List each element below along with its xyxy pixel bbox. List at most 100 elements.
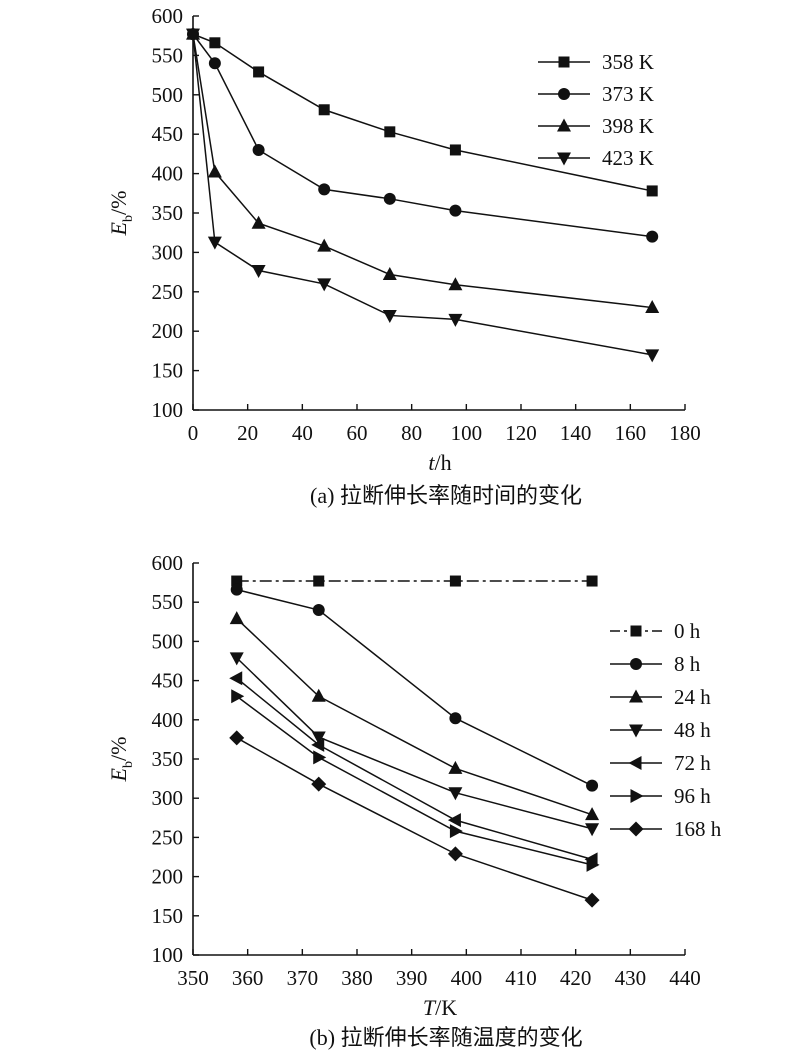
legend-marker — [630, 625, 642, 637]
data-point — [251, 215, 266, 229]
data-point — [645, 349, 660, 363]
legend-marker — [630, 789, 644, 803]
legend-label: 0 h — [674, 619, 701, 643]
x-axis-title: t/h — [428, 450, 451, 475]
series-398-k — [186, 26, 660, 314]
data-point — [586, 779, 599, 792]
legend-label: 373 K — [602, 82, 654, 106]
data-point — [586, 857, 600, 872]
data-point — [448, 313, 463, 327]
y-tick-label: 450 — [152, 122, 184, 146]
x-tick-label: 420 — [560, 966, 592, 990]
series-24-h — [229, 611, 600, 821]
legend-marker — [558, 88, 570, 100]
legend-marker — [630, 658, 642, 670]
data-point — [585, 807, 600, 821]
y-tick-label: 150 — [152, 904, 184, 928]
y-tick-label: 600 — [152, 551, 184, 575]
y-tick-label: 550 — [152, 43, 184, 67]
data-point — [646, 185, 658, 197]
data-point — [449, 824, 463, 839]
series-96-h — [231, 689, 600, 872]
y-tick-label: 150 — [152, 359, 184, 383]
legend-marker — [557, 118, 571, 132]
legend-label: 24 h — [674, 685, 711, 709]
chart-caption: (b) 拉断伸长率随温度的变化 — [309, 1025, 582, 1050]
legend-entry-423-k: 423 K — [538, 146, 654, 170]
data-point — [229, 652, 244, 666]
x-tick-label: 20 — [237, 421, 258, 445]
data-point — [230, 583, 243, 596]
data-point — [447, 846, 463, 862]
series-line — [236, 657, 593, 830]
legend-marker — [628, 821, 644, 837]
y-tick-label: 450 — [152, 669, 184, 693]
data-point — [311, 688, 326, 702]
y-tick-label: 400 — [152, 162, 184, 186]
series-line — [236, 737, 593, 901]
legend-entry-0-h: 0 h — [610, 619, 701, 643]
legend-marker — [558, 56, 570, 68]
y-tick-label: 100 — [152, 398, 184, 422]
data-point — [449, 204, 462, 217]
legend-label: 358 K — [602, 50, 654, 74]
y-tick-label: 600 — [152, 4, 184, 28]
data-point — [585, 823, 600, 837]
y-tick-label: 200 — [152, 865, 184, 889]
series-48-h — [229, 652, 600, 837]
chart-elongation-vs-temperature: 350 360 370 380 390 400 410 420 430 440 100 150 200 2… — [106, 551, 722, 1050]
x-tick-label: 80 — [401, 421, 422, 445]
data-point — [449, 144, 461, 156]
series-line — [192, 34, 653, 356]
legend-label: 398 K — [602, 114, 654, 138]
y-tick-label: 550 — [152, 590, 184, 614]
x-tick-label: 360 — [232, 966, 264, 990]
data-point — [311, 731, 326, 745]
series-8-h — [230, 583, 599, 792]
data-point — [208, 57, 221, 70]
series-0-h — [231, 575, 598, 587]
data-point — [209, 37, 221, 49]
data-point — [317, 238, 332, 252]
data-point — [448, 277, 463, 291]
y-tick-label: 350 — [152, 747, 184, 771]
data-point — [312, 604, 325, 617]
chart-elongation-vs-time: 0 20 40 60 80 100 120 140 160 180 100 150 200 250 300 3… — [106, 4, 701, 508]
legend-entry-72-h: 72 h — [610, 751, 711, 775]
legend-marker — [629, 724, 643, 738]
y-axis-title: Eb/% — [106, 191, 136, 237]
y-tick-label: 350 — [152, 201, 184, 225]
x-tick-label: 440 — [669, 966, 701, 990]
series-358-k — [187, 28, 658, 197]
data-point — [318, 183, 331, 196]
series-168-h — [229, 730, 600, 908]
x-tick-label: 410 — [505, 966, 537, 990]
data-point — [586, 575, 598, 587]
y-tick-label: 500 — [152, 83, 184, 107]
data-point — [448, 760, 463, 774]
x-tick-label: 400 — [451, 966, 483, 990]
y-tick-label: 300 — [152, 240, 184, 264]
data-point — [311, 776, 327, 792]
legend-label: 423 K — [602, 146, 654, 170]
data-point — [383, 192, 396, 205]
data-point — [229, 671, 243, 686]
legend-label: 96 h — [674, 784, 711, 808]
series-line — [192, 33, 653, 238]
x-tick-label: 100 — [451, 421, 483, 445]
data-point — [313, 575, 325, 587]
y-tick-label: 500 — [152, 629, 184, 653]
series-373-k — [187, 28, 659, 243]
legend-label: 168 h — [674, 817, 722, 841]
data-point — [252, 143, 265, 156]
legend-entry-168-h: 168 h — [610, 817, 722, 841]
y-tick-label: 100 — [152, 943, 184, 967]
legend-marker — [628, 756, 642, 770]
series-line — [236, 677, 593, 861]
legend-entry-8-h: 8 h — [610, 652, 701, 676]
legend-marker — [629, 689, 643, 703]
legend-entry-24-h: 24 h — [610, 685, 711, 709]
data-point — [645, 300, 660, 314]
legend-label: 48 h — [674, 718, 711, 742]
